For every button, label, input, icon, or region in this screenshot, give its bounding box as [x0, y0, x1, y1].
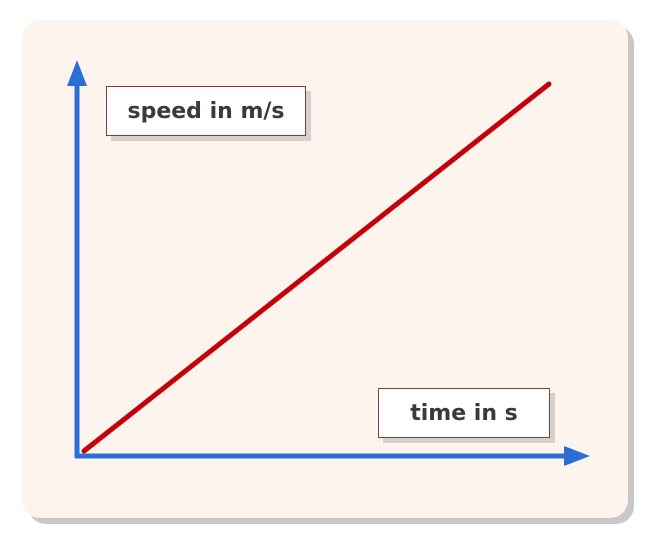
x-axis-label: time in s — [410, 400, 518, 426]
x-axis-label-box: time in s — [378, 388, 550, 438]
y-axis-label: speed in m/s — [127, 98, 285, 124]
series-line-0 — [81, 81, 552, 454]
y-axis-label-box: speed in m/s — [106, 86, 306, 136]
y-axis-arrowhead — [67, 60, 87, 86]
series-layer — [81, 81, 552, 454]
x-axis-arrowhead — [564, 446, 590, 466]
